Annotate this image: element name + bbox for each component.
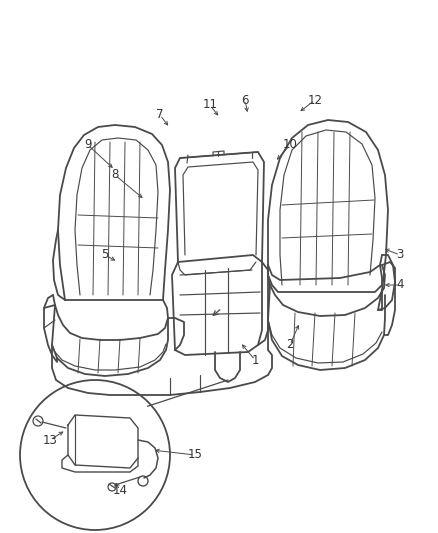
Text: 13: 13	[42, 433, 57, 447]
Text: 12: 12	[307, 93, 322, 107]
Text: 2: 2	[286, 338, 294, 351]
Text: 10: 10	[283, 139, 297, 151]
Text: 1: 1	[251, 353, 259, 367]
Text: 9: 9	[84, 139, 92, 151]
Text: 4: 4	[396, 279, 404, 292]
Text: 15: 15	[187, 448, 202, 462]
Text: 8: 8	[111, 168, 119, 182]
Text: 11: 11	[202, 99, 218, 111]
Text: 14: 14	[113, 483, 127, 497]
Text: 5: 5	[101, 248, 109, 262]
Text: 7: 7	[156, 109, 164, 122]
Text: 3: 3	[396, 248, 404, 262]
Text: 6: 6	[241, 93, 249, 107]
